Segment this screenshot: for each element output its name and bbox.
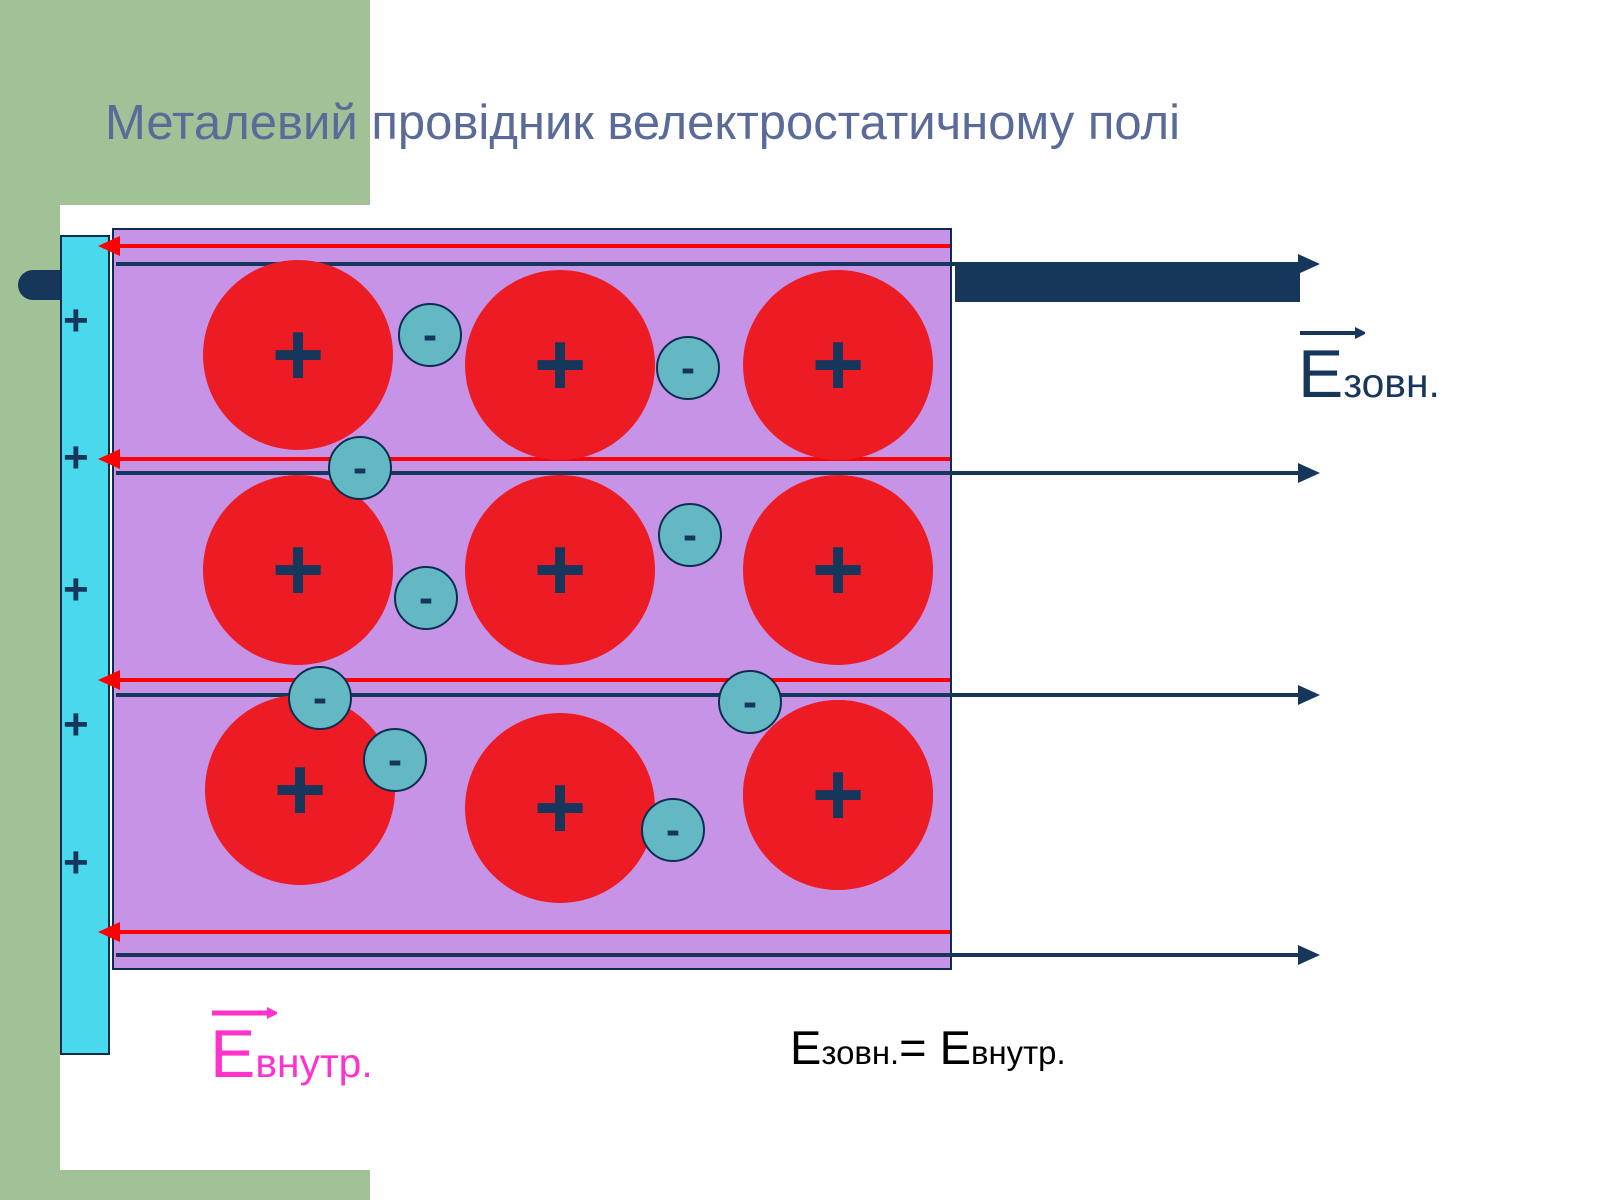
positive-ion: +	[465, 270, 655, 460]
electron: -	[328, 436, 392, 500]
positive-ion: +	[743, 700, 933, 890]
external-field-arrow	[116, 953, 1300, 957]
electron: -	[658, 503, 722, 567]
arrow-head-icon	[1298, 945, 1320, 965]
electron: -	[398, 303, 462, 367]
plate-plus-sign: +	[63, 565, 89, 615]
positive-ion: +	[743, 475, 933, 665]
electron: -	[288, 666, 352, 730]
plate-plus-sign: +	[63, 296, 89, 346]
arrow-head-icon	[1298, 463, 1320, 483]
plate-plus-sign: +	[63, 838, 89, 888]
e-external-label: Езовн.	[1298, 335, 1440, 413]
arrow-head-icon	[98, 236, 120, 256]
plate-plus-sign: +	[63, 433, 89, 483]
internal-field-arrow	[118, 930, 950, 934]
electron: -	[394, 566, 458, 630]
arrow-head-icon	[1298, 254, 1320, 274]
positive-ion: +	[743, 270, 933, 460]
internal-field-arrow	[118, 678, 950, 682]
dark-bar-right	[955, 264, 1300, 302]
positive-ion: +	[465, 713, 655, 903]
slide-title: Металевий провідник велектростатичному п…	[105, 95, 1180, 151]
positive-ion: +	[203, 260, 393, 450]
electron: -	[656, 336, 720, 400]
electron: -	[718, 670, 782, 734]
e-internal-label: Евнутр.	[210, 1015, 373, 1093]
plate-plus-sign: +	[63, 700, 89, 750]
electron: -	[641, 798, 705, 862]
equation-label: Езовн.= Евнутр.	[790, 1020, 1066, 1075]
positive-ion: +	[203, 475, 393, 665]
positive-ion: +	[465, 475, 655, 665]
arrow-head-icon	[98, 922, 120, 942]
electron: -	[363, 728, 427, 792]
arrow-head-icon	[98, 449, 120, 469]
arrow-head-icon	[98, 670, 120, 690]
internal-field-arrow	[118, 244, 950, 248]
arrow-head-icon	[1298, 685, 1320, 705]
